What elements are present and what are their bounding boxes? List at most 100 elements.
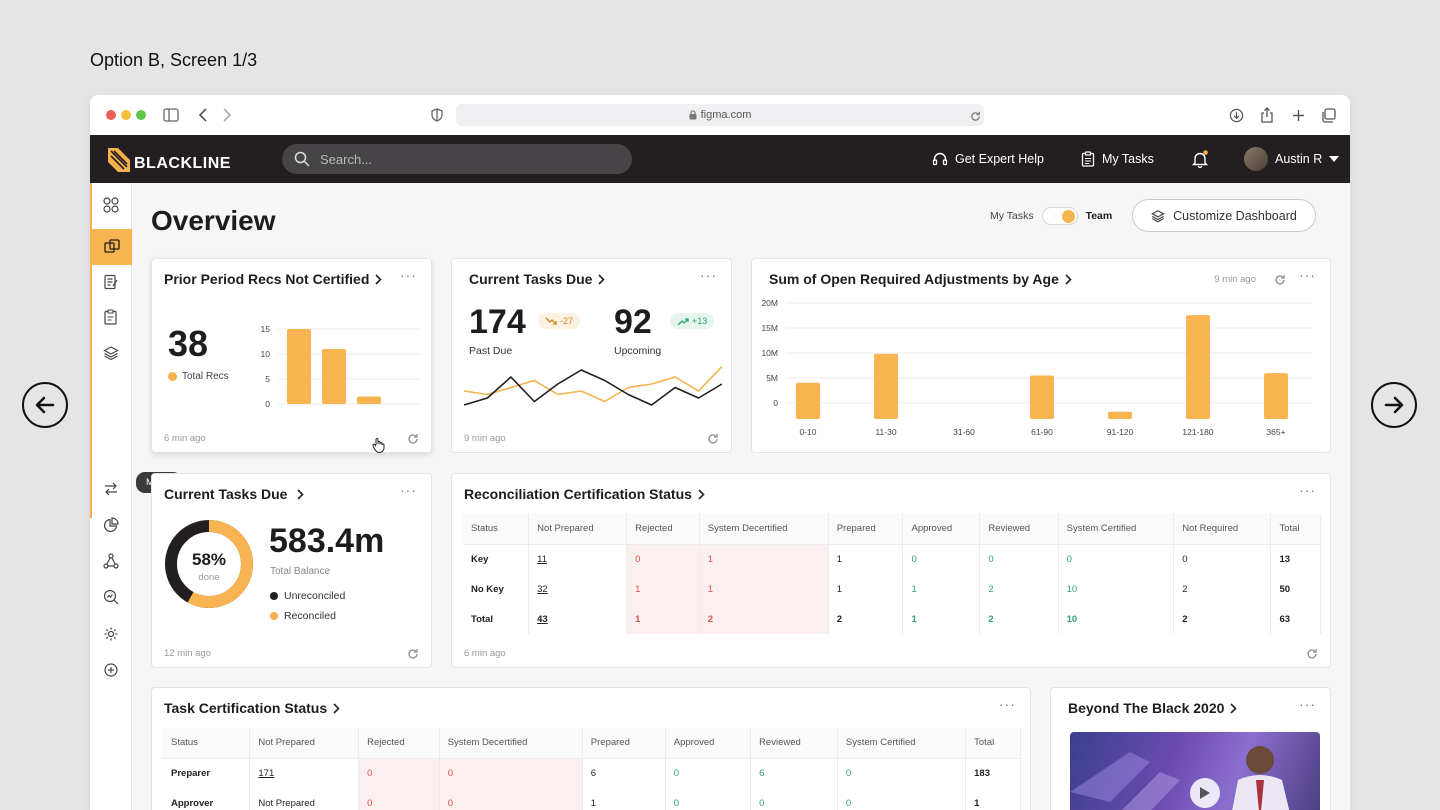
more-options-icon[interactable]: ···	[1299, 267, 1316, 283]
past-due-value: 174	[469, 303, 526, 341]
more-options-icon[interactable]: ···	[400, 482, 417, 498]
search-bar[interactable]	[282, 144, 632, 174]
updated-timestamp: 6 min ago	[464, 648, 506, 659]
refresh-icon[interactable]	[1306, 648, 1318, 660]
table-row[interactable]: Key 11 0 1 1 0 0 0 0 13	[463, 544, 1321, 574]
series-line	[464, 369, 722, 406]
donut-reconciled	[165, 520, 253, 608]
column-header: Rejected	[358, 728, 440, 759]
reload-icon[interactable]	[966, 107, 984, 125]
adjustments-title[interactable]: Sum of Open Required Adjustments by Age	[769, 271, 1072, 287]
share-icon[interactable]	[1258, 106, 1276, 124]
sidebar-item-tasks[interactable]	[96, 302, 126, 332]
balance-card[interactable]: Current Tasks Due ··· 58% done 583.4m To…	[151, 473, 432, 668]
prior-recs-card[interactable]: Prior Period Recs Not Certified ··· 38 T…	[151, 258, 432, 453]
table-row[interactable]: Total 43 1 2 2 1 2 10 2 63	[463, 604, 1321, 634]
prior-recs-title[interactable]: Prior Period Recs Not Certified	[164, 271, 383, 287]
back-icon[interactable]	[194, 106, 212, 124]
notifications-button[interactable]	[1191, 150, 1209, 168]
toggle-switch[interactable]	[1041, 207, 1078, 225]
task-status-title[interactable]: Task Certification Status	[164, 700, 340, 716]
x-tick-label: 11-30	[875, 427, 896, 437]
video-thumbnail[interactable]	[1070, 732, 1320, 810]
sidebar-item-add[interactable]	[96, 655, 126, 685]
rec-status-title[interactable]: Reconciliation Certification Status	[464, 486, 705, 502]
sidebar-item-workflow[interactable]	[96, 546, 126, 576]
table-cell: 0	[979, 544, 1059, 574]
tasks-due-card[interactable]: Current Tasks Due ··· 174 -27 Past Due 9…	[451, 258, 732, 453]
customize-dashboard-button[interactable]: Customize Dashboard	[1132, 199, 1316, 232]
download-icon[interactable]	[1227, 106, 1245, 124]
user-menu[interactable]: Austin R	[1244, 147, 1340, 171]
more-options-icon[interactable]: ···	[999, 696, 1016, 712]
table-cell: 0	[837, 788, 967, 810]
more-options-icon[interactable]: ···	[1299, 482, 1316, 498]
table-cell: 0	[1173, 544, 1272, 574]
maximize-window-icon[interactable]	[136, 110, 146, 120]
sidebar-item-match[interactable]	[96, 474, 126, 504]
x-tick-label: 0-10	[799, 427, 816, 437]
column-header: Reviewed	[979, 514, 1059, 545]
adjustments-card[interactable]: Sum of Open Required Adjustments by Age …	[751, 258, 1331, 453]
screen-caption: Option B, Screen 1/3	[90, 50, 258, 70]
more-options-icon[interactable]: ···	[1299, 696, 1316, 712]
sidebar-item-settings[interactable]	[96, 619, 126, 649]
table-cell: 0	[626, 544, 700, 574]
sidebar-toggle-icon[interactable]	[162, 106, 180, 124]
task-status-card[interactable]: Task Certification Status ··· Status Not …	[151, 687, 1031, 810]
table-cell[interactable]: Not Prepared	[249, 788, 360, 810]
y-tick-label: 10	[261, 349, 271, 359]
table-cell: 6	[582, 758, 666, 788]
tab-overview-icon[interactable]	[1319, 106, 1337, 124]
refresh-icon[interactable]	[407, 648, 419, 660]
table-cell[interactable]: 43	[528, 604, 628, 634]
sidebar-item-apps[interactable]	[96, 190, 126, 220]
balance-title-text: Current Tasks Due	[164, 486, 288, 502]
bar	[1264, 373, 1288, 419]
expert-help-button[interactable]: Get Expert Help	[932, 151, 1044, 167]
analytics-icon	[103, 517, 119, 533]
table-row[interactable]: Approver Not Prepared 0 0 1 0 0 0 1	[163, 788, 1021, 810]
sidebar-item-journal[interactable]	[96, 267, 126, 297]
new-tab-icon[interactable]	[1289, 106, 1307, 124]
video-card[interactable]: Beyond The Black 2020 ···	[1050, 687, 1331, 810]
x-tick-label: 121-180	[1182, 427, 1213, 437]
adjustments-title-text: Sum of Open Required Adjustments by Age	[769, 271, 1059, 287]
more-options-icon[interactable]: ···	[400, 267, 417, 283]
table-cell: 2	[828, 604, 904, 634]
refresh-icon[interactable]	[407, 433, 419, 445]
sidebar-item-dashboard[interactable]	[92, 229, 132, 265]
shield-icon[interactable]	[428, 106, 446, 124]
legend-unreconciled: Unreconciled	[270, 590, 345, 602]
table-cell[interactable]: 11	[528, 544, 628, 574]
refresh-icon[interactable]	[1274, 274, 1286, 286]
search-input[interactable]	[320, 151, 600, 167]
table-cell[interactable]: 171	[249, 758, 360, 788]
sidebar-item-layers[interactable]	[96, 338, 126, 368]
blackline-logo[interactable]: BLACKLINE	[108, 147, 231, 173]
forward-icon[interactable]	[218, 106, 236, 124]
rec-status-card[interactable]: Reconciliation Certification Status ··· …	[451, 473, 1331, 668]
more-options-icon[interactable]: ···	[700, 267, 717, 283]
table-cell: 1	[626, 604, 700, 634]
video-title[interactable]: Beyond The Black 2020	[1068, 700, 1238, 716]
lock-icon	[689, 110, 697, 120]
previous-screen-button[interactable]	[22, 382, 68, 428]
table-cell[interactable]: 32	[528, 574, 628, 604]
table-cell: 13	[1270, 544, 1321, 574]
sidebar-item-insights[interactable]	[96, 582, 126, 612]
my-tasks-button[interactable]: My Tasks	[1081, 151, 1154, 167]
address-bar[interactable]: figma.com	[456, 104, 984, 126]
minimize-window-icon[interactable]	[121, 110, 131, 120]
tasks-due-title[interactable]: Current Tasks Due	[469, 271, 606, 287]
next-screen-button[interactable]	[1371, 382, 1417, 428]
close-window-icon[interactable]	[106, 110, 116, 120]
chevron-right-icon	[1065, 273, 1072, 285]
scope-toggle[interactable]: My Tasks Team	[990, 207, 1112, 225]
table-row[interactable]: Preparer 171 0 0 6 0 6 0 183	[163, 758, 1021, 788]
sidebar-item-analytics[interactable]	[96, 510, 126, 540]
table-row[interactable]: No Key 32 1 1 1 1 2 10 2 50	[463, 574, 1321, 604]
balance-title[interactable]: Current Tasks Due	[164, 486, 305, 502]
play-button[interactable]	[1190, 778, 1220, 808]
refresh-icon[interactable]	[707, 433, 719, 445]
